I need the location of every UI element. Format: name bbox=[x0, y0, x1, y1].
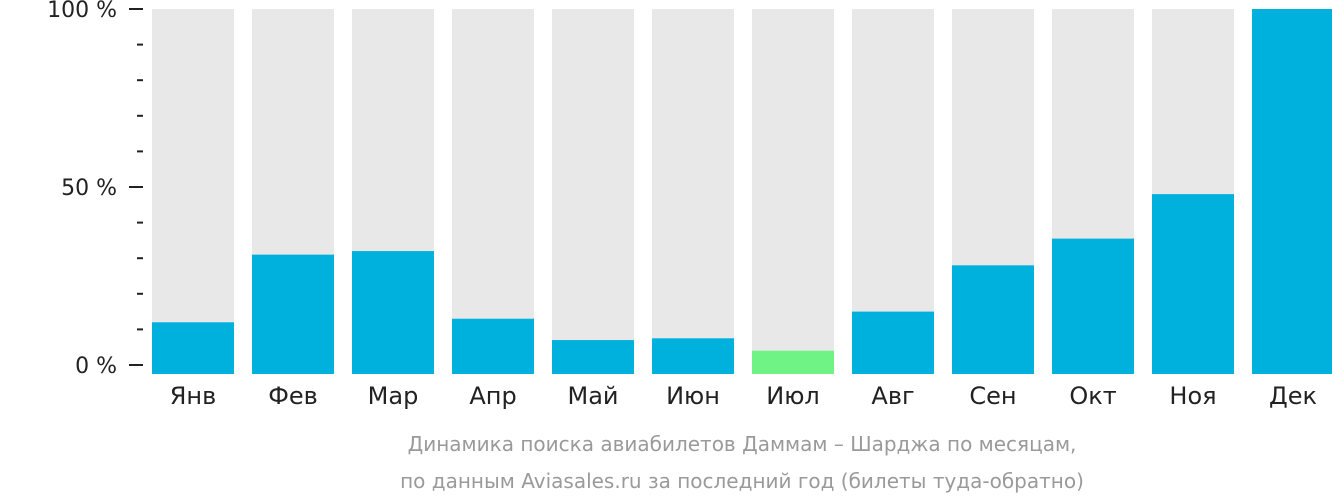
bar bbox=[752, 350, 834, 374]
bar bbox=[252, 254, 334, 374]
bar-background bbox=[752, 9, 834, 374]
bar bbox=[352, 251, 434, 374]
bars bbox=[152, 9, 1332, 374]
bar bbox=[152, 322, 234, 374]
chart-caption-line-1: Динамика поиска авиабилетов Даммам – Шар… bbox=[408, 432, 1077, 456]
bar-background bbox=[152, 9, 234, 374]
bar bbox=[552, 340, 634, 374]
x-tick-label: Окт bbox=[1069, 382, 1116, 410]
y-tick-label: 100 % bbox=[47, 0, 117, 23]
y-axis: 0 % 50 % 100 % bbox=[47, 0, 143, 379]
x-tick-label: Фев bbox=[268, 382, 318, 410]
bar bbox=[652, 338, 734, 374]
bar bbox=[952, 265, 1034, 374]
bar bbox=[1252, 9, 1332, 374]
x-tick-label: Апр bbox=[469, 382, 516, 410]
bar-background bbox=[452, 9, 534, 374]
x-tick-label: Мар bbox=[368, 382, 419, 410]
bar-background bbox=[652, 9, 734, 374]
bar bbox=[1052, 238, 1134, 374]
bar-background bbox=[552, 9, 634, 374]
x-tick-label: Июл bbox=[766, 382, 820, 410]
x-axis: Янв Фев Мар Апр Май Июн Июл Авг Сен Окт Ноя Дек bbox=[170, 382, 1317, 410]
x-tick-label: Авг bbox=[871, 382, 914, 410]
x-tick-label: Май bbox=[567, 382, 618, 410]
x-tick-label: Ноя bbox=[1169, 382, 1216, 410]
chart-caption-line-2: по данным Aviasales.ru за последний год … bbox=[400, 469, 1084, 493]
x-tick-label: Янв bbox=[170, 382, 217, 410]
y-tick-label: 50 % bbox=[61, 176, 117, 201]
y-tick-label: 0 % bbox=[75, 354, 117, 379]
x-tick-label: Июн bbox=[666, 382, 720, 410]
x-tick-label: Дек bbox=[1269, 382, 1317, 410]
bar bbox=[852, 311, 934, 374]
x-tick-label: Сен bbox=[969, 382, 1016, 410]
bar bbox=[452, 318, 534, 374]
bar bbox=[1152, 194, 1234, 374]
